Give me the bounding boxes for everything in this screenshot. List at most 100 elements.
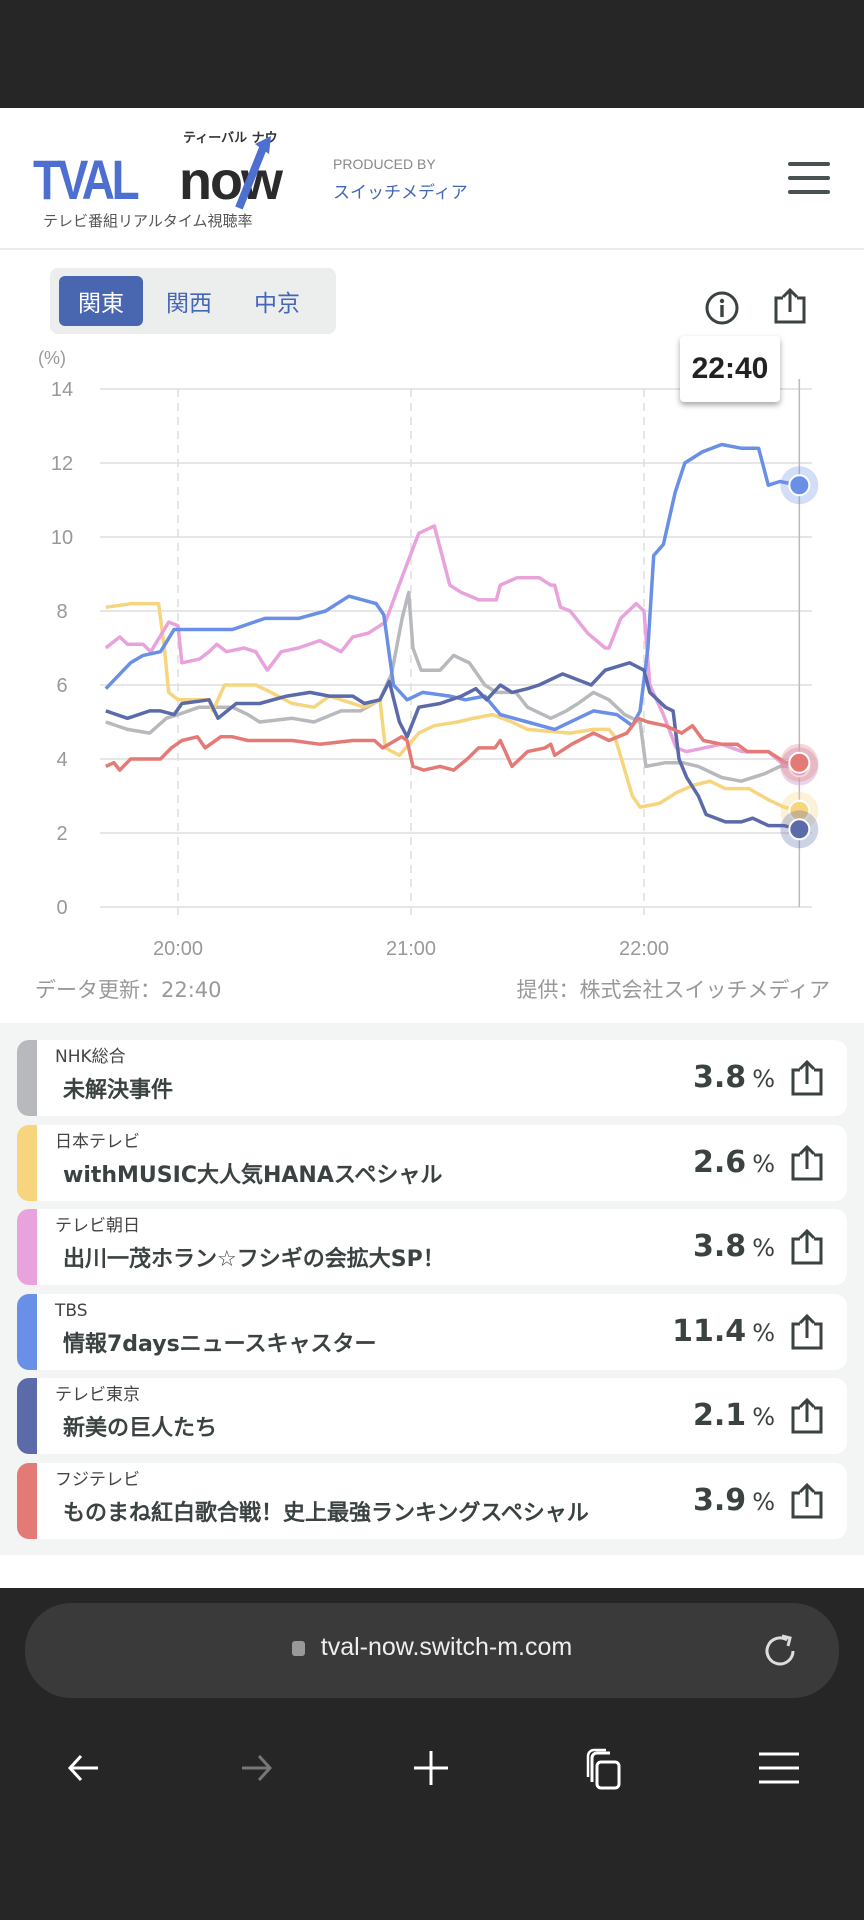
info-icon[interactable]	[704, 290, 740, 326]
channel-color-strip	[17, 1378, 37, 1454]
url-wrap: tval-now.switch-m.com	[25, 1633, 839, 1662]
channel-color-strip	[17, 1462, 37, 1539]
forward-icon[interactable]	[236, 1748, 276, 1788]
channel-name: テレビ朝日	[55, 1216, 140, 1236]
tval-now-logo[interactable]: TVAL ティーバル ナウ now テレビ番組リアルタイム視聴率	[33, 130, 293, 236]
channel-name: NHK総合	[55, 1047, 126, 1067]
region-kanto[interactable]: 関東	[59, 276, 143, 326]
rating-unit: %	[752, 1318, 775, 1347]
lock-icon	[291, 1641, 305, 1656]
region-chukyo[interactable]: 中京	[254, 291, 300, 317]
channel-name: フジテレビ	[55, 1469, 140, 1490]
browser-toolbar: tval-now.switch-m.com	[0, 1588, 864, 1920]
series-line-テレビ東京	[105, 661, 800, 832]
rating-unit: %	[752, 1487, 775, 1516]
rating-number: 3.8	[693, 1060, 747, 1095]
program-card[interactable]: TBS 情報7daysニュースキャスター 11.4%	[17, 1293, 847, 1370]
series-endpoint-フジテレビ	[788, 751, 811, 774]
channel-color-strip	[17, 1293, 37, 1370]
logo-subtitle: テレビ番組リアルタイム視聴率	[43, 212, 253, 230]
rating-unit: %	[752, 1149, 775, 1178]
rating-unit: %	[752, 1403, 775, 1431]
y-tick-label: 6	[56, 675, 67, 697]
y-tick-label: 12	[51, 453, 73, 475]
share-icon[interactable]	[789, 1143, 825, 1183]
program-title: 出川一茂ホラン☆フシギの会拡大SP！	[63, 1247, 445, 1272]
program-title: 未解決事件	[63, 1078, 174, 1103]
address-bar[interactable]: tval-now.switch-m.com	[25, 1603, 839, 1698]
rating-value: 3.8%	[693, 1060, 775, 1097]
y-axis-unit: (%)	[38, 348, 66, 368]
channel-name: テレビ東京	[55, 1385, 140, 1405]
series-line-フジテレビ	[105, 716, 800, 772]
series-line-TBS	[104, 442, 800, 732]
produced-by-label: PRODUCED BY	[333, 156, 436, 172]
data-provider: 提供：株式会社スイッチメディア	[516, 978, 830, 1002]
region-selector: 関東 関西 中京	[50, 268, 336, 334]
logo-arrow-icon	[235, 136, 271, 210]
logo-kana: ティーバル ナウ	[183, 131, 278, 146]
hamburger-menu-icon[interactable]	[786, 158, 832, 198]
browser-menu-icon[interactable]	[757, 1748, 801, 1788]
share-icon[interactable]	[789, 1227, 825, 1267]
rating-number: 11.4	[672, 1313, 747, 1349]
site-header: TVAL ティーバル ナウ now テレビ番組リアルタイム視聴率 PRODUCE…	[0, 108, 864, 250]
region-kansai[interactable]: 関西	[166, 291, 212, 317]
y-tick-label: 4	[56, 749, 67, 771]
program-card[interactable]: 日本テレビ withMUSIC大人気HANAスペシャル 2.6%	[17, 1124, 847, 1201]
channel-name: 日本テレビ	[55, 1131, 140, 1152]
share-icon[interactable]	[789, 1058, 825, 1098]
rating-value: 3.9%	[693, 1483, 775, 1520]
rating-number: 2.6	[693, 1144, 747, 1180]
channel-color-strip	[17, 1209, 37, 1285]
program-card[interactable]: テレビ東京 新美の巨人たち 2.1%	[17, 1378, 847, 1454]
rating-value: 3.8%	[693, 1229, 775, 1266]
rating-value: 2.6%	[693, 1145, 775, 1182]
rating-value: 11.4%	[672, 1314, 775, 1351]
x-tick-label: 21:00	[386, 938, 436, 960]
series-line-NHK総合	[105, 590, 800, 783]
x-tick-label: 22:00	[619, 938, 669, 960]
share-icon[interactable]	[772, 286, 808, 326]
company-name[interactable]: スイッチメディア	[333, 183, 468, 203]
y-tick-label: 10	[51, 527, 73, 549]
rating-number: 2.1	[693, 1398, 747, 1433]
rating-number: 3.9	[693, 1482, 747, 1518]
share-icon[interactable]	[789, 1312, 825, 1352]
produced-by: PRODUCED BY スイッチメディア	[333, 156, 468, 203]
new-tab-icon[interactable]	[411, 1748, 451, 1788]
tabs-icon[interactable]	[582, 1748, 626, 1792]
program-title: ものまね紅白歌合戦！史上最強ランキングスペシャル	[63, 1500, 589, 1526]
share-icon[interactable]	[789, 1481, 825, 1521]
y-tick-label: 14	[51, 379, 73, 401]
x-tick-label: 20:00	[153, 938, 203, 960]
y-tick-label: 8	[56, 601, 67, 623]
rating-unit: %	[752, 1065, 775, 1093]
time-tooltip: 22:40	[680, 336, 780, 402]
channel-name: TBS	[55, 1300, 88, 1321]
program-title: withMUSIC大人気HANAスペシャル	[63, 1162, 443, 1188]
back-icon[interactable]	[64, 1748, 104, 1788]
series-endpoint-TBS	[788, 474, 811, 497]
series-line-日本テレビ	[105, 601, 800, 813]
ratings-line-chart: (%) 0 2 4 6 8 10 12 14 20:00 21:00 22:00	[38, 348, 819, 960]
rating-unit: %	[752, 1234, 775, 1262]
program-list: NHK総合 未解決事件 3.8% 日本テレビ withMUSIC大人気HANAス…	[0, 1023, 864, 1555]
channel-color-strip	[17, 1124, 37, 1201]
reload-icon[interactable]	[760, 1631, 800, 1671]
share-icon[interactable]	[789, 1396, 825, 1436]
rating-number: 3.8	[693, 1229, 747, 1264]
logo-tval: TVAL	[33, 148, 140, 211]
program-title: 情報7daysニュースキャスター	[63, 1331, 377, 1357]
program-card[interactable]: テレビ朝日 出川一茂ホラン☆フシギの会拡大SP！ 3.8%	[17, 1209, 847, 1285]
channel-color-strip	[17, 1040, 37, 1116]
rating-value: 2.1%	[693, 1398, 775, 1435]
data-updated: データ更新：22:40	[35, 978, 222, 1002]
y-tick-label: 0	[56, 897, 67, 919]
url-text: tval-now.switch-m.com	[320, 1633, 573, 1661]
program-card[interactable]: フジテレビ ものまね紅白歌合戦！史上最強ランキングスペシャル 3.9%	[17, 1462, 847, 1539]
status-bar	[0, 0, 864, 108]
logo-now: now	[179, 151, 283, 211]
series-endpoint-テレビ東京	[788, 818, 811, 841]
program-card[interactable]: NHK総合 未解決事件 3.8%	[17, 1040, 847, 1116]
